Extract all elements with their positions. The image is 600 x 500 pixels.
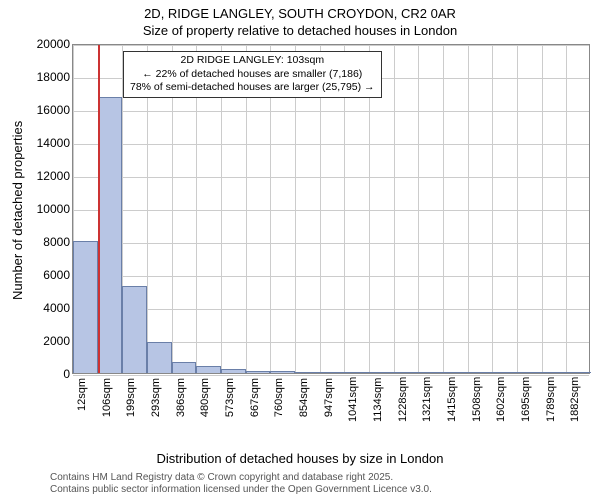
footer-line2: Contains public sector information licen… [50, 484, 432, 496]
x-tick-label: 1041sqm [347, 378, 359, 422]
chart-title-line2: Size of property relative to detached ho… [0, 21, 600, 38]
x-tick-label: 1695sqm [520, 378, 532, 422]
x-tick-label: 760sqm [273, 378, 285, 422]
gridline-horizontal [73, 210, 589, 211]
y-tick-label: 18000 [37, 70, 70, 84]
histogram-bar [468, 372, 493, 373]
histogram-bar [369, 372, 394, 373]
histogram-bar [122, 286, 147, 373]
y-tick-label: 16000 [37, 103, 70, 117]
property-marker-line [98, 45, 100, 373]
histogram-bar [147, 342, 172, 373]
x-tick-label: 667sqm [249, 378, 261, 422]
histogram-bar [221, 369, 246, 373]
gridline-horizontal [73, 375, 589, 376]
y-tick-label: 6000 [43, 268, 70, 282]
gridline-vertical [418, 45, 419, 373]
x-tick-label: 480sqm [199, 378, 211, 422]
annotation-line3: 78% of semi-detached houses are larger (… [130, 81, 375, 95]
x-tick-label: 12sqm [76, 378, 88, 422]
histogram-bar [295, 372, 320, 373]
annotation-line2: ← 22% of detached houses are smaller (7,… [130, 68, 375, 82]
y-tick-label: 0 [63, 367, 70, 381]
histogram-bar [98, 97, 123, 373]
chart-container: 2D, RIDGE LANGLEY, SOUTH CROYDON, CR2 0A… [0, 0, 600, 500]
x-tick-label: 1228sqm [397, 378, 409, 422]
x-axis-label: Distribution of detached houses by size … [0, 451, 600, 466]
annotation-line1: 2D RIDGE LANGLEY: 103sqm [130, 54, 375, 68]
gridline-vertical [468, 45, 469, 373]
x-tick-label: 1415sqm [446, 378, 458, 422]
plot-area: 2D RIDGE LANGLEY: 103sqm ← 22% of detach… [72, 44, 590, 374]
histogram-bar [492, 372, 517, 373]
gridline-horizontal [73, 276, 589, 277]
histogram-bar [196, 366, 221, 373]
x-tick-label: 947sqm [323, 378, 335, 422]
y-tick-label: 12000 [37, 169, 70, 183]
x-tick-label: 293sqm [150, 378, 162, 422]
annotation-box: 2D RIDGE LANGLEY: 103sqm ← 22% of detach… [123, 51, 382, 98]
gridline-vertical [492, 45, 493, 373]
histogram-bar [73, 241, 98, 373]
x-tick-label: 573sqm [224, 378, 236, 422]
histogram-bar [443, 372, 468, 373]
y-tick-label: 10000 [37, 202, 70, 216]
x-tick-label: 854sqm [298, 378, 310, 422]
histogram-bar [517, 372, 542, 373]
y-axis-label: Number of detached properties [10, 121, 25, 300]
y-tick-label: 4000 [43, 301, 70, 315]
x-tick-label: 106sqm [101, 378, 113, 422]
x-tick-label: 1134sqm [372, 378, 384, 422]
chart-title-line1: 2D, RIDGE LANGLEY, SOUTH CROYDON, CR2 0A… [0, 0, 600, 21]
histogram-bar [246, 371, 271, 373]
histogram-bar [542, 372, 567, 373]
gridline-vertical [394, 45, 395, 373]
x-tick-label: 199sqm [125, 378, 137, 422]
gridline-horizontal [73, 309, 589, 310]
gridline-vertical [517, 45, 518, 373]
x-tick-label: 1789sqm [545, 378, 557, 422]
x-tick-label: 386sqm [175, 378, 187, 422]
gridline-horizontal [73, 243, 589, 244]
gridline-vertical [542, 45, 543, 373]
gridline-vertical [443, 45, 444, 373]
histogram-bar [344, 372, 369, 373]
x-tick-label: 1602sqm [495, 378, 507, 422]
gridline-horizontal [73, 177, 589, 178]
x-tick-label: 1321sqm [421, 378, 433, 422]
histogram-bar [270, 371, 295, 373]
y-tick-label: 20000 [37, 37, 70, 51]
histogram-bar [418, 372, 443, 373]
x-tick-label: 1508sqm [471, 378, 483, 422]
histogram-bar [172, 362, 197, 373]
gridline-horizontal [73, 144, 589, 145]
histogram-bar [394, 372, 419, 373]
footer-line1: Contains HM Land Registry data © Crown c… [50, 472, 432, 484]
histogram-bar [566, 372, 591, 373]
y-tick-label: 14000 [37, 136, 70, 150]
gridline-horizontal [73, 111, 589, 112]
y-tick-label: 8000 [43, 235, 70, 249]
gridline-horizontal [73, 45, 589, 46]
x-tick-label: 1882sqm [569, 378, 581, 422]
y-tick-label: 2000 [43, 334, 70, 348]
footer-text: Contains HM Land Registry data © Crown c… [50, 472, 432, 496]
histogram-bar [320, 372, 345, 373]
gridline-vertical [566, 45, 567, 373]
